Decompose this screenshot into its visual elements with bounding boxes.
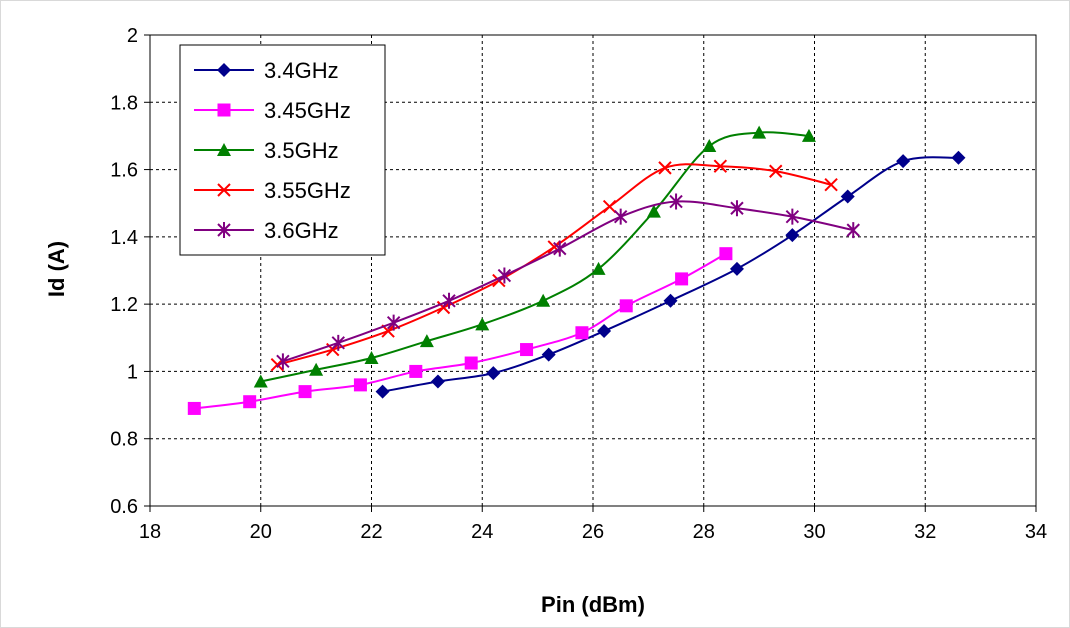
diamond-marker (597, 324, 612, 339)
triangle-marker (217, 143, 231, 156)
triangle-marker (309, 362, 324, 376)
asterisk-marker (442, 292, 456, 309)
square-marker (675, 272, 689, 286)
diamond-marker (486, 366, 501, 381)
square-marker (520, 343, 534, 357)
asterisk-marker (331, 334, 345, 351)
asterisk-marker (497, 267, 512, 284)
square-marker (187, 401, 201, 415)
square-marker (353, 378, 367, 392)
diamond-marker (840, 189, 855, 204)
legend-label: 3.55GHz (264, 178, 351, 203)
square-marker (217, 103, 231, 117)
y-tick-label: 1.6 (110, 160, 138, 182)
diamond-marker (729, 261, 744, 276)
series-3.55GHz (270, 159, 838, 372)
square-marker (719, 247, 733, 261)
x-marker (824, 178, 838, 192)
x-tick-label: 28 (693, 521, 715, 543)
legend-item: 3.45GHz (194, 98, 351, 123)
y-tick-label: 0.6 (110, 496, 138, 518)
asterisk-marker (276, 353, 290, 370)
diamond-marker (430, 374, 445, 389)
diamond-marker (785, 228, 800, 243)
triangle-marker (253, 374, 268, 388)
x-tick-label: 30 (803, 521, 825, 543)
x-marker (602, 199, 617, 214)
triangle-marker (591, 261, 606, 275)
square-marker (619, 299, 633, 313)
asterisk-marker (217, 222, 231, 238)
square-marker (298, 385, 312, 399)
legend-item: 3.6GHz (194, 218, 339, 243)
asterisk-marker (386, 314, 401, 331)
asterisk-marker (669, 193, 683, 210)
square-marker (464, 356, 478, 370)
x-tick-label: 22 (360, 521, 382, 543)
y-tick-label: 1.2 (110, 294, 138, 316)
asterisk-marker (846, 222, 860, 239)
triangle-marker (419, 334, 434, 348)
triangle-marker (364, 350, 379, 364)
series-3.5GHz (253, 125, 816, 388)
diamond-marker (896, 154, 911, 169)
legend-label: 3.45GHz (264, 98, 351, 123)
y-tick-label: 1.8 (110, 92, 138, 114)
tick-layer: 0.6 0.8 1 1.2 1.4 1.6 1.8 2 18 20 22 24 26 28 30 32 34 (110, 25, 1047, 543)
series-3.4GHz (375, 150, 966, 399)
grid-layer (150, 35, 1036, 506)
triangle-marker (646, 204, 661, 218)
x-tick-label: 20 (250, 521, 272, 543)
diamond-marker (663, 293, 678, 308)
x-marker (769, 164, 783, 178)
x-tick-label: 24 (471, 521, 493, 543)
y-tick-label: 0.8 (110, 429, 138, 451)
series-3.45GHz (187, 247, 733, 415)
triangle-marker (752, 125, 767, 139)
square-marker (575, 326, 589, 340)
x-tick-label: 32 (914, 521, 936, 543)
asterisk-marker (785, 208, 800, 225)
series-3.6GHz (276, 193, 860, 370)
x-marker (713, 159, 728, 173)
x-marker (658, 161, 672, 175)
legend-item: 3.55GHz (194, 178, 351, 203)
triangle-marker (536, 293, 551, 307)
x-axis-title: Pin (dBm) (541, 592, 645, 617)
legend: 3.4GHz 3.45GHz 3.5GHz 3.55GHz 3.6GHz (179, 44, 386, 256)
y-tick-label: 1 (127, 361, 138, 383)
y-axis-title: Id (A) (44, 241, 69, 297)
legend-item: 3.4GHz (194, 58, 339, 83)
triangle-marker (475, 317, 490, 331)
triangle-marker (702, 139, 717, 153)
asterisk-marker (730, 200, 744, 217)
series-layer (187, 125, 966, 415)
x-tick-label: 26 (582, 521, 604, 543)
diamond-marker (375, 384, 390, 399)
legend-item: 3.5GHz (194, 138, 339, 163)
triangle-marker (801, 128, 816, 142)
square-marker (409, 364, 423, 378)
asterisk-marker (553, 240, 567, 257)
x-marker (217, 183, 231, 197)
diamond-marker (951, 150, 966, 165)
asterisk-marker (613, 208, 628, 225)
diamond-marker (541, 347, 556, 362)
y-tick-label: 1.4 (110, 227, 138, 249)
legend-label: 3.6GHz (264, 218, 339, 243)
square-marker (243, 395, 257, 409)
series-line (260, 131, 810, 383)
y-tick-label: 2 (127, 25, 138, 47)
x-tick-label: 18 (139, 521, 161, 543)
x-tick-label: 34 (1025, 521, 1047, 543)
diamond-marker (217, 63, 231, 77)
legend-label: 3.5GHz (264, 138, 339, 163)
legend-label: 3.4GHz (264, 58, 339, 83)
